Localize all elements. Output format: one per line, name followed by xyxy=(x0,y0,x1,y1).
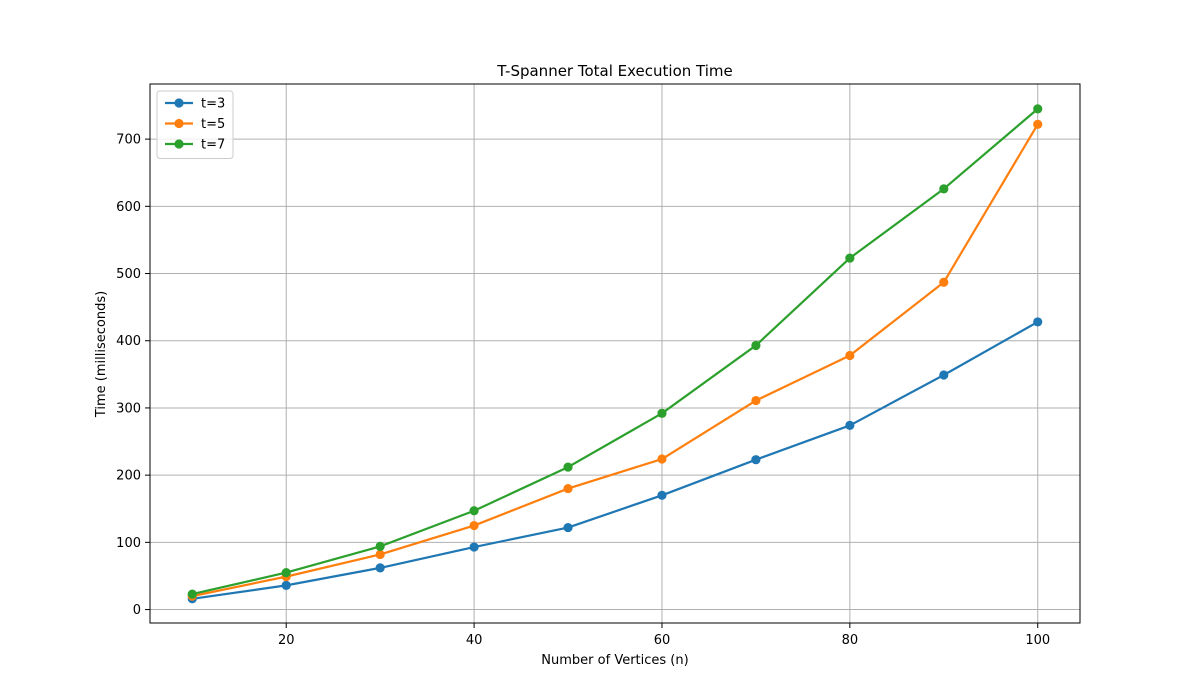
data-point xyxy=(187,589,197,599)
y-tick-label: 600 xyxy=(116,200,141,215)
data-point xyxy=(469,506,479,516)
data-point xyxy=(939,184,949,194)
data-point xyxy=(375,541,385,551)
y-tick-label: 400 xyxy=(116,334,141,349)
legend-marker xyxy=(174,139,184,149)
x-tick-label: 20 xyxy=(278,633,295,648)
data-point xyxy=(1033,317,1043,327)
legend: t=3 t=5 t=7 xyxy=(156,90,234,159)
chart-title: T-Spanner Total Execution Time xyxy=(496,62,733,80)
series-t=7 xyxy=(187,104,1043,599)
data-point xyxy=(563,522,573,533)
legend-entry: t=5 xyxy=(165,117,225,132)
legend-label: t=3 xyxy=(201,97,225,112)
legend-marker xyxy=(174,98,184,108)
data-point xyxy=(563,462,573,472)
series-t=5 xyxy=(187,119,1043,601)
data-point xyxy=(845,350,855,361)
axis-ticks: 20 40 60 80 100 0 100 200 300 400 500 600 700 xyxy=(116,133,1050,648)
legend-marker xyxy=(174,118,184,129)
y-axis-label: Time (milliseconds) xyxy=(94,291,109,418)
series-line xyxy=(191,320,1039,600)
legend-entry: t=3 xyxy=(165,97,225,112)
y-tick-label: 200 xyxy=(116,469,141,484)
data-point xyxy=(281,567,291,578)
data-point xyxy=(657,454,667,464)
legend-entry: t=7 xyxy=(165,138,225,153)
data-point xyxy=(375,563,385,573)
legend-label: t=5 xyxy=(201,117,225,132)
data-point xyxy=(1033,104,1043,114)
data-point xyxy=(751,395,761,406)
data-point xyxy=(469,520,479,531)
y-tick-label: 0 xyxy=(133,603,141,618)
legend-label: t=7 xyxy=(201,138,225,153)
y-tick-label: 500 xyxy=(116,267,141,282)
data-point xyxy=(845,253,855,263)
y-tick-label: 100 xyxy=(116,536,141,551)
data-point xyxy=(751,340,761,351)
series-lines xyxy=(187,104,1043,604)
x-tick-label: 40 xyxy=(466,633,483,648)
plot-frame xyxy=(149,83,1081,624)
y-tick-label: 700 xyxy=(116,133,141,148)
x-axis-label: Number of Vertices (n) xyxy=(541,653,688,668)
data-point xyxy=(469,542,479,552)
data-point xyxy=(657,408,667,418)
x-tick-label: 100 xyxy=(1025,633,1050,648)
x-tick-label: 80 xyxy=(842,633,859,648)
data-point xyxy=(375,549,385,560)
data-point xyxy=(1033,119,1043,129)
data-point xyxy=(939,370,949,380)
grid xyxy=(150,84,1080,623)
y-tick-label: 300 xyxy=(116,401,141,416)
data-point xyxy=(845,420,855,431)
data-point xyxy=(563,483,573,494)
data-point xyxy=(939,277,949,287)
data-point xyxy=(657,490,667,500)
series-line xyxy=(191,107,1039,596)
data-point xyxy=(281,580,291,590)
x-tick-label: 60 xyxy=(654,633,671,648)
data-point xyxy=(751,455,761,465)
series-line xyxy=(191,123,1039,598)
